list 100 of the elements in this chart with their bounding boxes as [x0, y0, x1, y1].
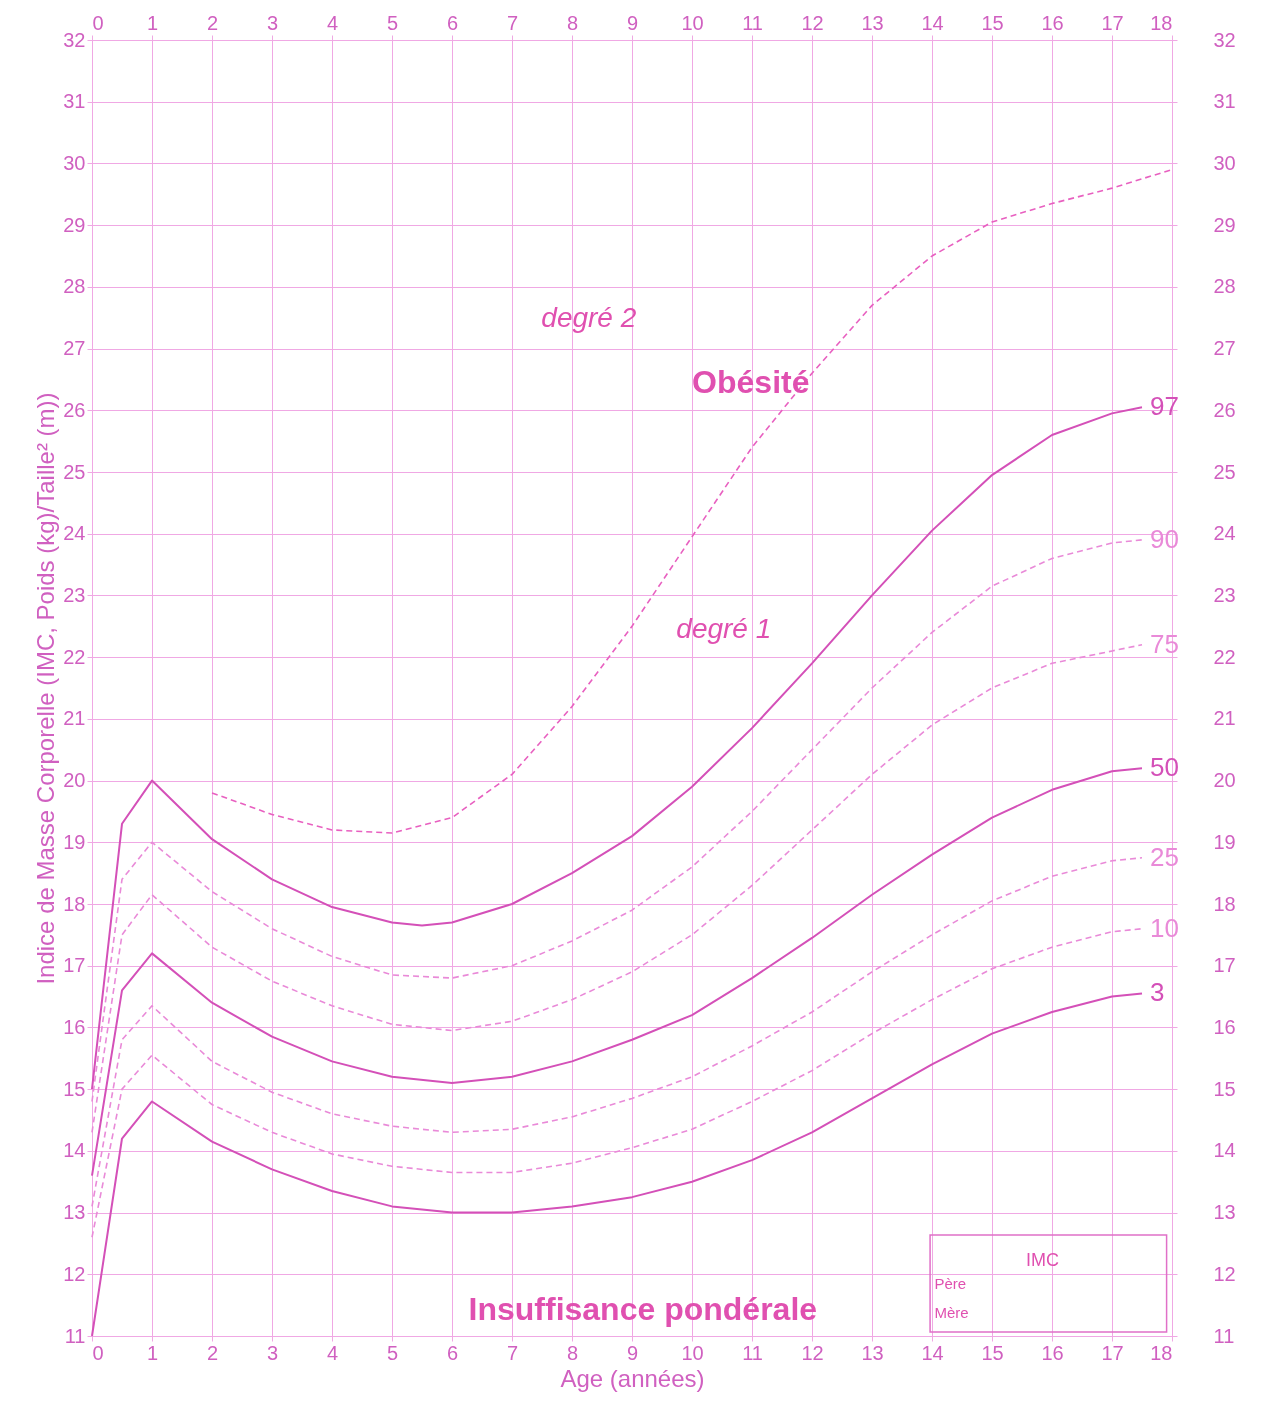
- x2-tick-label: 18: [1150, 11, 1173, 34]
- line-series: [91, 927, 1143, 1239]
- y-tick-label: 23: [63, 583, 86, 606]
- y-tick-label: 30: [63, 151, 86, 174]
- y2-tick-label: 18: [1213, 892, 1236, 915]
- y2-tick-label: 17: [1213, 954, 1236, 977]
- line-series: [91, 856, 1143, 1208]
- y-tick-label: 19: [63, 830, 86, 853]
- x2-tick-label: 13: [861, 11, 884, 34]
- annotation: IMC: [1025, 1249, 1059, 1270]
- x-tick-label: 5: [386, 1341, 399, 1364]
- y2-tick-label: 27: [1213, 337, 1236, 360]
- x-tick-label: 16: [1041, 1341, 1064, 1364]
- series-label: 3: [1150, 977, 1165, 1008]
- x-tick-label: 3: [266, 1341, 279, 1364]
- y-tick-label: 16: [63, 1015, 86, 1038]
- y-tick-label: 29: [63, 213, 86, 236]
- x-tick-label: 13: [861, 1341, 884, 1364]
- annotation: Obésité: [692, 364, 810, 401]
- x2-tick-label: 5: [386, 11, 399, 34]
- y-tick-label: 26: [63, 398, 86, 421]
- y-tick-label: 25: [63, 460, 86, 483]
- x-tick-label: 14: [921, 1341, 944, 1364]
- y-tick-label: 18: [63, 892, 86, 915]
- x-tick-label: 1: [146, 1341, 159, 1364]
- line-series: [91, 767, 1143, 1177]
- x-tick-label: 6: [446, 1341, 459, 1364]
- x-tick-label: 2: [206, 1341, 219, 1364]
- y2-tick-label: 29: [1213, 213, 1236, 236]
- y2-tick-label: 19: [1213, 830, 1236, 853]
- x2-tick-label: 6: [446, 11, 459, 34]
- series-label: 97: [1150, 391, 1179, 422]
- y2-tick-label: 25: [1213, 460, 1236, 483]
- x2-tick-label: 11: [742, 11, 763, 34]
- x2-tick-label: 14: [921, 11, 944, 34]
- x2-tick-label: 10: [681, 11, 704, 34]
- x-tick-label: 11: [742, 1341, 763, 1364]
- line-series: [91, 992, 1143, 1337]
- y2-tick-label: 30: [1213, 151, 1236, 174]
- y2-tick-label: 14: [1213, 1139, 1236, 1162]
- annotation: Père: [934, 1275, 967, 1293]
- x2-tick-label: 8: [566, 11, 579, 34]
- y-tick-label: 31: [63, 90, 86, 113]
- y2-tick-label: 28: [1213, 275, 1236, 298]
- y2-tick-label: 11: [1213, 1324, 1235, 1347]
- x-tick-label: 0: [92, 1341, 104, 1364]
- x2-tick-label: 7: [506, 11, 519, 34]
- x-axis-title: Age (années): [560, 1364, 705, 1392]
- y2-tick-label: 22: [1213, 645, 1236, 668]
- annotation: degré 1: [676, 612, 772, 644]
- y-tick-label: 22: [63, 645, 86, 668]
- x2-tick-label: 12: [801, 11, 824, 34]
- y-tick-label: 14: [63, 1139, 86, 1162]
- y-tick-label: 28: [63, 275, 86, 298]
- y-tick-label: 20: [63, 769, 86, 792]
- x2-tick-label: 1: [146, 11, 159, 34]
- y2-tick-label: 31: [1213, 90, 1236, 113]
- y-tick-label: 32: [63, 28, 86, 51]
- y2-tick-label: 13: [1213, 1201, 1236, 1224]
- x2-tick-label: 16: [1041, 11, 1064, 34]
- line-series: [91, 539, 1143, 1103]
- x-tick-label: 17: [1101, 1341, 1124, 1364]
- x2-tick-label: 17: [1101, 11, 1124, 34]
- x2-tick-label: 2: [206, 11, 219, 34]
- x2-tick-label: 3: [266, 11, 279, 34]
- y2-tick-label: 23: [1213, 583, 1236, 606]
- y2-tick-label: 21: [1213, 707, 1236, 730]
- y2-tick-label: 32: [1213, 28, 1236, 51]
- annotation: Insuffisance pondérale: [468, 1291, 818, 1328]
- y-tick-label: 12: [63, 1262, 86, 1285]
- y-tick-label: 13: [63, 1201, 86, 1224]
- y2-tick-label: 20: [1213, 769, 1236, 792]
- x2-tick-label: 9: [626, 11, 639, 34]
- x-tick-label: 9: [626, 1341, 639, 1364]
- y-tick-label: 24: [63, 522, 86, 545]
- annotation: degré 2: [541, 301, 637, 333]
- x2-tick-label: 15: [981, 11, 1004, 34]
- line-series: [91, 644, 1143, 1134]
- y-tick-label: 15: [63, 1077, 86, 1100]
- x2-tick-label: 0: [92, 11, 104, 34]
- series-label: 50: [1150, 752, 1179, 783]
- line-series: [91, 406, 1143, 1091]
- x-tick-label: 7: [506, 1341, 519, 1364]
- x-tick-label: 8: [566, 1341, 579, 1364]
- y2-tick-label: 15: [1213, 1077, 1236, 1100]
- y2-tick-label: 26: [1213, 398, 1236, 421]
- x-tick-label: 12: [801, 1341, 824, 1364]
- y-axis-title: Indice de Masse Corporelle (IMC, Poids (kg)/Taille² (m)): [32, 392, 60, 985]
- x-tick-label: 15: [981, 1341, 1004, 1364]
- x-tick-label: 10: [681, 1341, 704, 1364]
- y2-tick-label: 12: [1213, 1262, 1236, 1285]
- annotation: Mère: [934, 1303, 969, 1321]
- y-tick-label: 11: [64, 1324, 86, 1347]
- y-tick-label: 21: [63, 707, 86, 730]
- y-tick-label: 27: [63, 337, 86, 360]
- x2-tick-label: 4: [326, 11, 339, 34]
- y2-tick-label: 24: [1213, 522, 1236, 545]
- x-tick-label: 4: [326, 1341, 339, 1364]
- x-tick-label: 18: [1150, 1341, 1173, 1364]
- y-tick-label: 17: [63, 954, 86, 977]
